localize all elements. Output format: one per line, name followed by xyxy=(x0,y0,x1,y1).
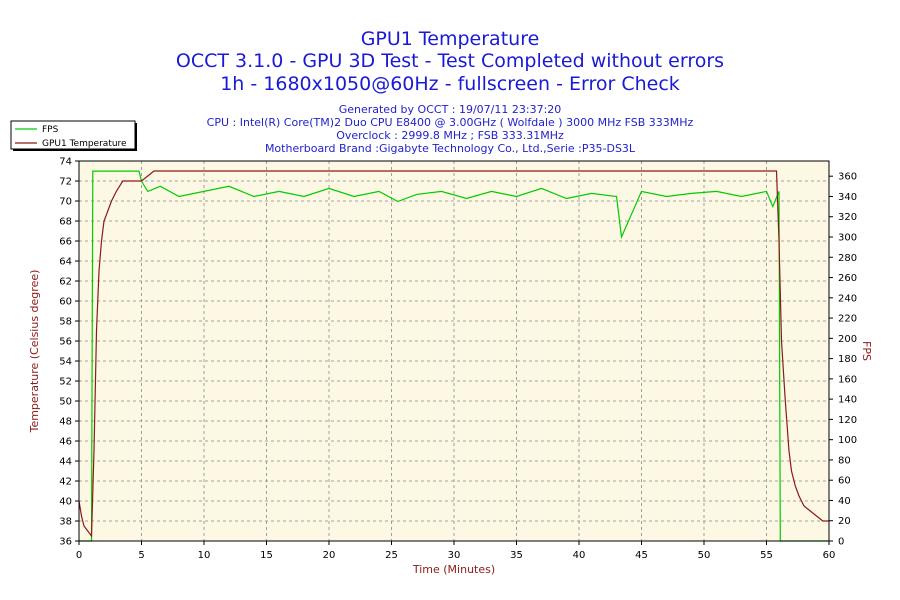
y2-tick-label: 60 xyxy=(838,476,851,487)
x-tick-label: 0 xyxy=(76,550,82,561)
x-tick-label: 60 xyxy=(823,550,836,561)
y2-tick-label: 0 xyxy=(838,537,844,548)
x-tick-label: 55 xyxy=(760,550,773,561)
y2-tick-label: 120 xyxy=(838,415,857,426)
x-tick-label: 40 xyxy=(573,550,586,561)
y-tick-label: 66 xyxy=(59,237,72,248)
x-tick-label: 35 xyxy=(510,550,523,561)
x-axis-label: Time (Minutes) xyxy=(412,563,495,576)
y-tick-label: 64 xyxy=(59,257,72,268)
y2-tick-label: 360 xyxy=(838,172,857,183)
y2-tick-label: 240 xyxy=(838,293,857,304)
y-tick-label: 56 xyxy=(59,337,72,348)
y2-tick-label: 160 xyxy=(838,374,857,385)
y2-tick-label: 200 xyxy=(838,334,857,345)
y2-tick-label: 100 xyxy=(838,435,857,446)
y2-axis-label: FPS xyxy=(860,341,873,361)
info-generated: Generated by OCCT : 19/07/11 23:37:20 xyxy=(338,103,562,116)
y-axis-ticks: 36 38 40 42 44 46 48 50 52 54 56 58 60 62 64 66 68 70 72 74 xyxy=(59,157,79,548)
y-tick-label: 44 xyxy=(59,457,72,468)
info-overclock: Overclock : 2999.8 MHz ; FSB 333.31MHz xyxy=(336,129,564,142)
x-axis-ticks: 0 5 10 15 20 25 30 35 40 45 50 55 60 xyxy=(76,541,836,561)
y-tick-label: 46 xyxy=(59,437,72,448)
y-tick-label: 40 xyxy=(59,497,72,508)
x-tick-label: 30 xyxy=(448,550,461,561)
plot-area xyxy=(79,161,829,541)
y-tick-label: 74 xyxy=(59,157,72,168)
y-tick-label: 50 xyxy=(59,397,72,408)
y-tick-label: 52 xyxy=(59,377,72,388)
y2-tick-label: 140 xyxy=(838,395,857,406)
series-line-temperature xyxy=(78,170,829,538)
chart-subtitle-settings: 1h - 1680x1050@60Hz - fullscreen - Error… xyxy=(220,73,680,95)
info-cpu: CPU : Intel(R) Core(TM)2 Duo CPU E8400 @… xyxy=(206,116,694,129)
y-tick-label: 62 xyxy=(59,277,72,288)
x-tick-label: 5 xyxy=(138,550,144,561)
x-tick-label: 50 xyxy=(698,550,711,561)
legend: FPS GPU1 Temperature xyxy=(10,120,137,151)
y2-tick-label: 20 xyxy=(838,516,851,527)
legend-box xyxy=(10,120,136,150)
y2-tick-label: 340 xyxy=(838,192,857,203)
series-line-fps xyxy=(79,170,829,542)
y2-tick-label: 220 xyxy=(838,314,857,325)
y-tick-label: 68 xyxy=(59,217,72,228)
y-tick-label: 70 xyxy=(59,197,72,208)
x-tick-label: 15 xyxy=(260,550,273,561)
y-tick-label: 58 xyxy=(59,317,72,328)
y2-tick-label: 280 xyxy=(838,253,857,264)
plot-border xyxy=(78,160,830,542)
y-tick-label: 38 xyxy=(59,517,72,528)
y2-tick-label: 40 xyxy=(838,496,851,507)
y-tick-label: 72 xyxy=(59,177,72,188)
y2-tick-label: 260 xyxy=(838,273,857,284)
y-tick-label: 48 xyxy=(59,417,72,428)
x-tick-label: 10 xyxy=(198,550,211,561)
y-tick-label: 54 xyxy=(59,357,72,368)
series-lines xyxy=(78,170,829,542)
y2-tick-label: 180 xyxy=(838,354,857,365)
legend-label-fps: FPS xyxy=(42,125,59,135)
y2-tick-label: 320 xyxy=(838,212,857,223)
y2-axis-ticks: 0 20 40 60 80 100 120 140 160 180 200 220 240 260 280 3… xyxy=(829,172,857,548)
x-tick-label: 20 xyxy=(323,550,336,561)
grid-lines xyxy=(79,161,829,541)
y-tick-label: 60 xyxy=(59,297,72,308)
x-tick-label: 25 xyxy=(385,550,398,561)
y-tick-label: 42 xyxy=(59,477,72,488)
y2-tick-label: 80 xyxy=(838,455,851,466)
y2-tick-label: 300 xyxy=(838,233,857,244)
x-tick-label: 45 xyxy=(635,550,648,561)
legend-label-temperature: GPU1 Temperature xyxy=(42,139,127,149)
info-motherboard: Motherboard Brand :Gigabyte Technology C… xyxy=(264,142,636,155)
chart-subtitle-test: OCCT 3.1.0 - GPU 3D Test - Test Complete… xyxy=(175,50,725,72)
y-axis-label: Temperature (Celsius degree) xyxy=(28,270,41,434)
chart-title: GPU1 Temperature xyxy=(360,28,540,50)
y-tick-label: 36 xyxy=(59,537,72,548)
